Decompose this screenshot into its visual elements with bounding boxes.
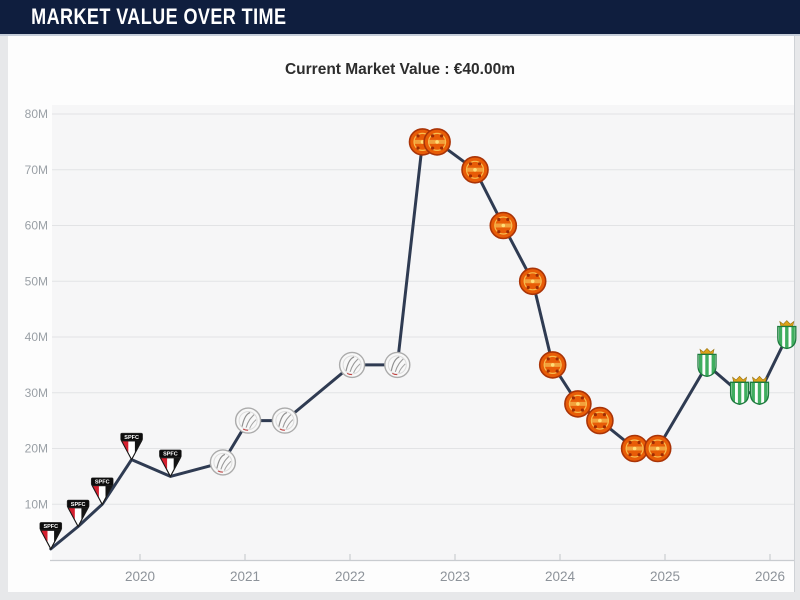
data-point-crest-man-united[interactable] [620,434,649,463]
data-point-crest-man-united[interactable] [423,128,451,156]
current-market-value-label: Current Market Value : €40.00m [284,61,516,78]
data-point-crest-man-united[interactable] [564,390,592,418]
plot-area [52,105,794,560]
header-bar: MARKET VALUE OVER TIME [0,0,800,36]
data-point-crest-betis[interactable] [698,348,716,376]
y-axis-label: 50M [25,274,48,288]
data-point-crest-man-united[interactable] [586,406,614,435]
page-title: MARKET VALUE OVER TIME [31,4,287,29]
y-axis-label: 30M [25,386,48,400]
data-point-crest-man-united[interactable] [518,267,547,296]
x-axis-label: 2025 [650,569,680,584]
y-axis-label: 40M [25,330,48,344]
y-axis-label: 60M [25,219,48,233]
x-axis-label: 2020 [125,569,155,584]
data-point-crest-betis[interactable] [731,376,749,404]
y-axis-label: 80M [25,107,48,121]
data-point-crest-man-united[interactable] [538,351,567,379]
data-point-crest-man-united[interactable] [461,156,489,184]
market-value-line [49,140,789,551]
data-point-crest-ajax[interactable] [271,407,299,434]
data-point-crest-man-united[interactable] [489,211,518,240]
data-point-crest-man-united[interactable] [643,434,672,463]
data-point-crest-ajax[interactable] [234,407,262,434]
data-point-crest-betis[interactable] [751,376,769,404]
y-axis-label: 70M [25,163,48,177]
data-point-crest-ajax[interactable] [384,351,411,379]
x-axis-label: 2021 [230,569,260,584]
data-point-crest-ajax[interactable] [338,351,366,379]
x-axis-label: 2024 [545,569,576,584]
x-axis-label: 2023 [440,569,470,584]
y-axis-label: 20M [25,442,48,456]
x-axis-label: 2026 [755,569,785,584]
data-point-crest-ajax[interactable] [209,449,237,476]
x-axis-label: 2022 [335,569,365,584]
data-point-crest-betis[interactable] [778,321,796,349]
y-axis-label: 10M [25,497,48,511]
